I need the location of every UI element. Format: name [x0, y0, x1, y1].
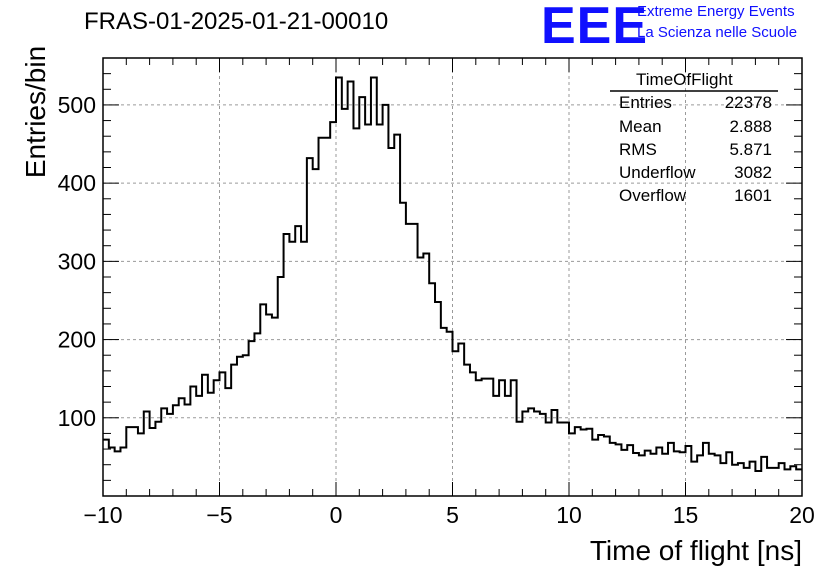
stats-row-entries: Entries 22378	[619, 93, 772, 115]
x-tick-label: −5	[206, 502, 232, 528]
chart-title: FRAS-01-2025-01-21-00010	[84, 8, 389, 35]
y-axis-label: Entries/bin	[20, 45, 51, 179]
stats-key: Underflow	[619, 163, 696, 182]
x-tick-label: 0	[330, 502, 343, 528]
stats-key: Entries	[619, 93, 672, 112]
stats-value: 2.888	[729, 117, 772, 136]
x-tick-label: 5	[446, 502, 459, 528]
logo-line-2: La Scienza nelle Scuole	[637, 24, 798, 41]
histogram-line	[103, 76, 802, 472]
stats-row-underflow: Underflow 3082	[619, 163, 772, 185]
x-tick-label: 20	[789, 502, 815, 528]
stats-key: RMS	[619, 140, 657, 159]
y-tick-label: 500	[58, 92, 96, 118]
x-tick-label: −10	[83, 502, 122, 528]
y-tick-label: 200	[58, 327, 96, 353]
stats-key: Overflow	[619, 186, 687, 205]
stats-value: 3082	[734, 163, 772, 182]
y-tick-label: 300	[58, 248, 96, 274]
stats-value: 22378	[724, 93, 772, 112]
logo-line-1: Extreme Energy Events	[637, 3, 795, 20]
stats-value: 5.871	[729, 140, 772, 159]
stats-value: 1601	[734, 186, 772, 205]
stats-row-rms: RMS 5.871	[619, 140, 772, 162]
x-tick-label: 15	[673, 502, 699, 528]
stats-key: Mean	[619, 117, 662, 136]
y-tick-label: 100	[58, 405, 96, 431]
y-tick-label: 400	[58, 170, 96, 196]
plot-frame	[102, 57, 803, 497]
eee-logo: EEE	[541, 0, 649, 55]
x-axis-label: Time of flight [ns]	[589, 535, 802, 566]
stats-row-mean: Mean 2.888	[619, 117, 772, 139]
stats-box-title: TimeOfFlight	[636, 70, 733, 89]
stats-row-overflow: Overflow 1601	[619, 186, 772, 208]
x-tick-label: 10	[556, 502, 582, 528]
